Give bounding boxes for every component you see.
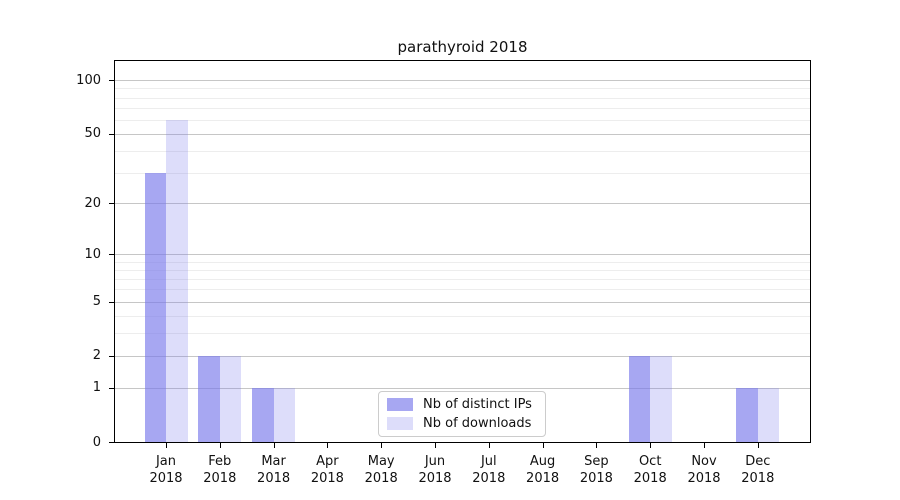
bar-distinct-ips-jan-2018	[144, 172, 166, 442]
x-tick-mark-mar-2018	[273, 443, 275, 448]
x-tick-label-nov-2018: Nov 2018	[687, 454, 721, 486]
bar-distinct-ips-dec-2018	[736, 387, 758, 442]
minor-gridline-80	[115, 97, 810, 99]
y-tick-label-10: 10	[84, 246, 101, 262]
x-tick-label-feb-2018: Feb 2018	[203, 454, 237, 486]
y-tick-mark-20	[109, 203, 114, 205]
distinct-ips-swatch	[387, 398, 413, 411]
y-tick-label-20: 20	[84, 195, 101, 211]
legend-item-distinct-ips: Nb of distinct IPs	[387, 397, 537, 412]
downloads-swatch	[387, 417, 413, 430]
legend-item-downloads: Nb of downloads	[387, 416, 537, 431]
y-tick-label-100: 100	[76, 72, 101, 88]
legend-label-downloads: Nb of downloads	[423, 416, 532, 431]
minor-gridline-40	[115, 150, 810, 152]
minor-gridline-6	[115, 289, 810, 291]
y-tick-label-50: 50	[84, 126, 101, 142]
x-tick-label-may-2018: May 2018	[364, 454, 398, 486]
x-tick-mark-jun-2018	[435, 443, 436, 448]
x-tick-label-apr-2018: Apr 2018	[310, 454, 344, 486]
bar-distinct-ips-feb-2018	[198, 355, 220, 442]
x-tick-label-jan-2018: Jan 2018	[149, 454, 183, 486]
x-tick-mark-oct-2018	[650, 443, 652, 448]
minor-gridline-9	[115, 261, 810, 263]
x-tick-mark-aug-2018	[542, 443, 544, 448]
y-tick-mark-50	[109, 133, 114, 135]
x-tick-mark-nov-2018	[704, 443, 705, 448]
minor-gridline-7	[115, 279, 810, 280]
x-tick-label-sep-2018: Sep 2018	[579, 454, 613, 486]
major-gridline-10	[115, 254, 810, 255]
major-gridline-1	[115, 387, 810, 389]
x-tick-mark-sep-2018	[596, 443, 598, 448]
y-tick-label-2: 2	[92, 348, 101, 364]
bar-distinct-ips-mar-2018	[252, 387, 274, 442]
major-gridline-2	[115, 355, 810, 357]
minor-gridline-8	[115, 269, 810, 271]
y-tick-label-5: 5	[92, 294, 101, 309]
bar-downloads-feb-2018	[219, 355, 242, 442]
major-gridline-50	[115, 133, 810, 135]
x-tick-label-jun-2018: Jun 2018	[418, 454, 452, 486]
minor-gridline-60	[115, 119, 810, 121]
minor-gridline-90	[115, 88, 810, 90]
plot-area	[114, 60, 811, 443]
x-tick-label-mar-2018: Mar 2018	[257, 454, 291, 486]
minor-gridline-3	[115, 333, 810, 335]
x-tick-label-oct-2018: Oct 2018	[633, 454, 667, 486]
bar-downloads-dec-2018	[757, 387, 780, 442]
y-tick-mark-0	[109, 442, 114, 443]
legend: Nb of distinct IPs Nb of downloads	[378, 391, 546, 437]
x-tick-label-jul-2018: Jul 2018	[472, 454, 506, 486]
y-tick-mark-10	[109, 254, 114, 255]
x-tick-mark-jan-2018	[166, 443, 167, 448]
x-tick-mark-apr-2018	[327, 443, 329, 448]
major-gridline-100	[115, 80, 810, 82]
y-tick-mark-2	[109, 355, 114, 357]
y-tick-mark-1	[109, 387, 114, 389]
bar-distinct-ips-oct-2018	[628, 355, 651, 442]
x-tick-mark-jul-2018	[488, 443, 490, 448]
x-tick-mark-feb-2018	[219, 443, 221, 448]
x-tick-mark-may-2018	[381, 443, 383, 448]
chart-title: parathyroid 2018	[397, 38, 528, 56]
y-tick-mark-100	[109, 80, 114, 82]
minor-gridline-4	[115, 315, 810, 317]
major-gridline-5	[115, 301, 810, 303]
bar-downloads-mar-2018	[273, 387, 296, 442]
bar-downloads-oct-2018	[650, 355, 672, 442]
legend-label-distinct-ips: Nb of distinct IPs	[423, 397, 532, 412]
minor-gridline-30	[115, 172, 810, 174]
y-tick-label-0: 0	[92, 434, 101, 450]
minor-gridline-70	[115, 107, 810, 109]
x-tick-label-aug-2018: Aug 2018	[526, 454, 560, 486]
x-tick-mark-dec-2018	[757, 443, 759, 448]
y-tick-label-1: 1	[92, 380, 101, 396]
x-tick-label-dec-2018: Dec 2018	[741, 454, 775, 486]
y-tick-mark-5	[109, 301, 114, 303]
major-gridline-20	[115, 203, 810, 205]
bar-downloads-jan-2018	[166, 119, 188, 442]
